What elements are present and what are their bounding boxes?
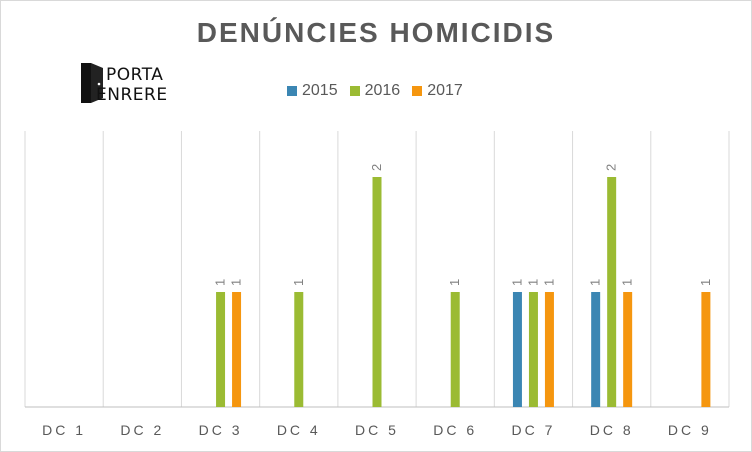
legend-swatch [412,86,423,96]
legend-swatch [349,86,360,96]
x-tick-label: DC 9 [668,422,712,438]
logo-line-2: ENRERE [96,85,168,103]
bar-2016-dc8 [607,177,617,407]
data-label: 1 [447,279,462,286]
x-tick-label: DC 1 [42,422,86,438]
bar-2017-dc3 [232,292,242,407]
x-tick-label: DC 8 [590,422,634,438]
bar-2017-dc8 [623,292,633,407]
x-tick-label: DC 3 [199,422,243,438]
door-leaf-icon [91,63,103,103]
data-label: 1 [620,279,635,286]
legend-item-2017: 2017 [412,82,463,100]
data-label: 2 [604,164,619,171]
x-tick-label: DC 6 [433,422,477,438]
x-tick-label: DC 5 [355,422,399,438]
x-tick-label: DC 7 [511,422,555,438]
chart-title: DENÚNCIES HOMICIDIS [196,17,556,48]
data-label: 1 [541,279,556,286]
data-label: 1 [525,279,540,286]
bar-2016-dc3 [216,292,226,407]
data-label: 1 [213,279,228,286]
x-tick-label: DC 2 [120,422,164,438]
data-label: 2 [369,164,384,171]
door-icon [81,63,91,103]
legend-item-2016: 2016 [349,82,401,100]
legend-swatch [287,86,297,96]
bar-2016-dc4 [294,292,304,407]
bar-2017-dc9 [701,292,711,407]
data-label: 1 [588,279,603,286]
bar-2015-dc8 [591,292,601,407]
porta-enrere-logo: PORTA ENRERE [81,63,168,103]
bar-2016-dc6 [450,292,460,407]
bar-2016-dc5 [372,177,382,407]
data-label: 1 [291,279,306,286]
bar-2015-dc7 [512,292,522,407]
legend-label: 2017 [427,82,463,99]
bar-2017-dc7 [544,292,554,407]
logo-line-1: PORTA [106,65,163,85]
door-knob-icon [97,82,101,86]
x-tick-label: DC 4 [277,422,321,438]
data-label: 1 [698,279,713,286]
legend-item-2015: 2015 [287,82,338,100]
bar-2016-dc7 [528,292,538,407]
legend-label: 2016 [364,82,401,99]
data-label: 1 [509,279,524,286]
data-label: 1 [229,279,244,286]
legend: 2015 2016 2017 [287,81,475,101]
legend-label: 2015 [302,82,338,99]
